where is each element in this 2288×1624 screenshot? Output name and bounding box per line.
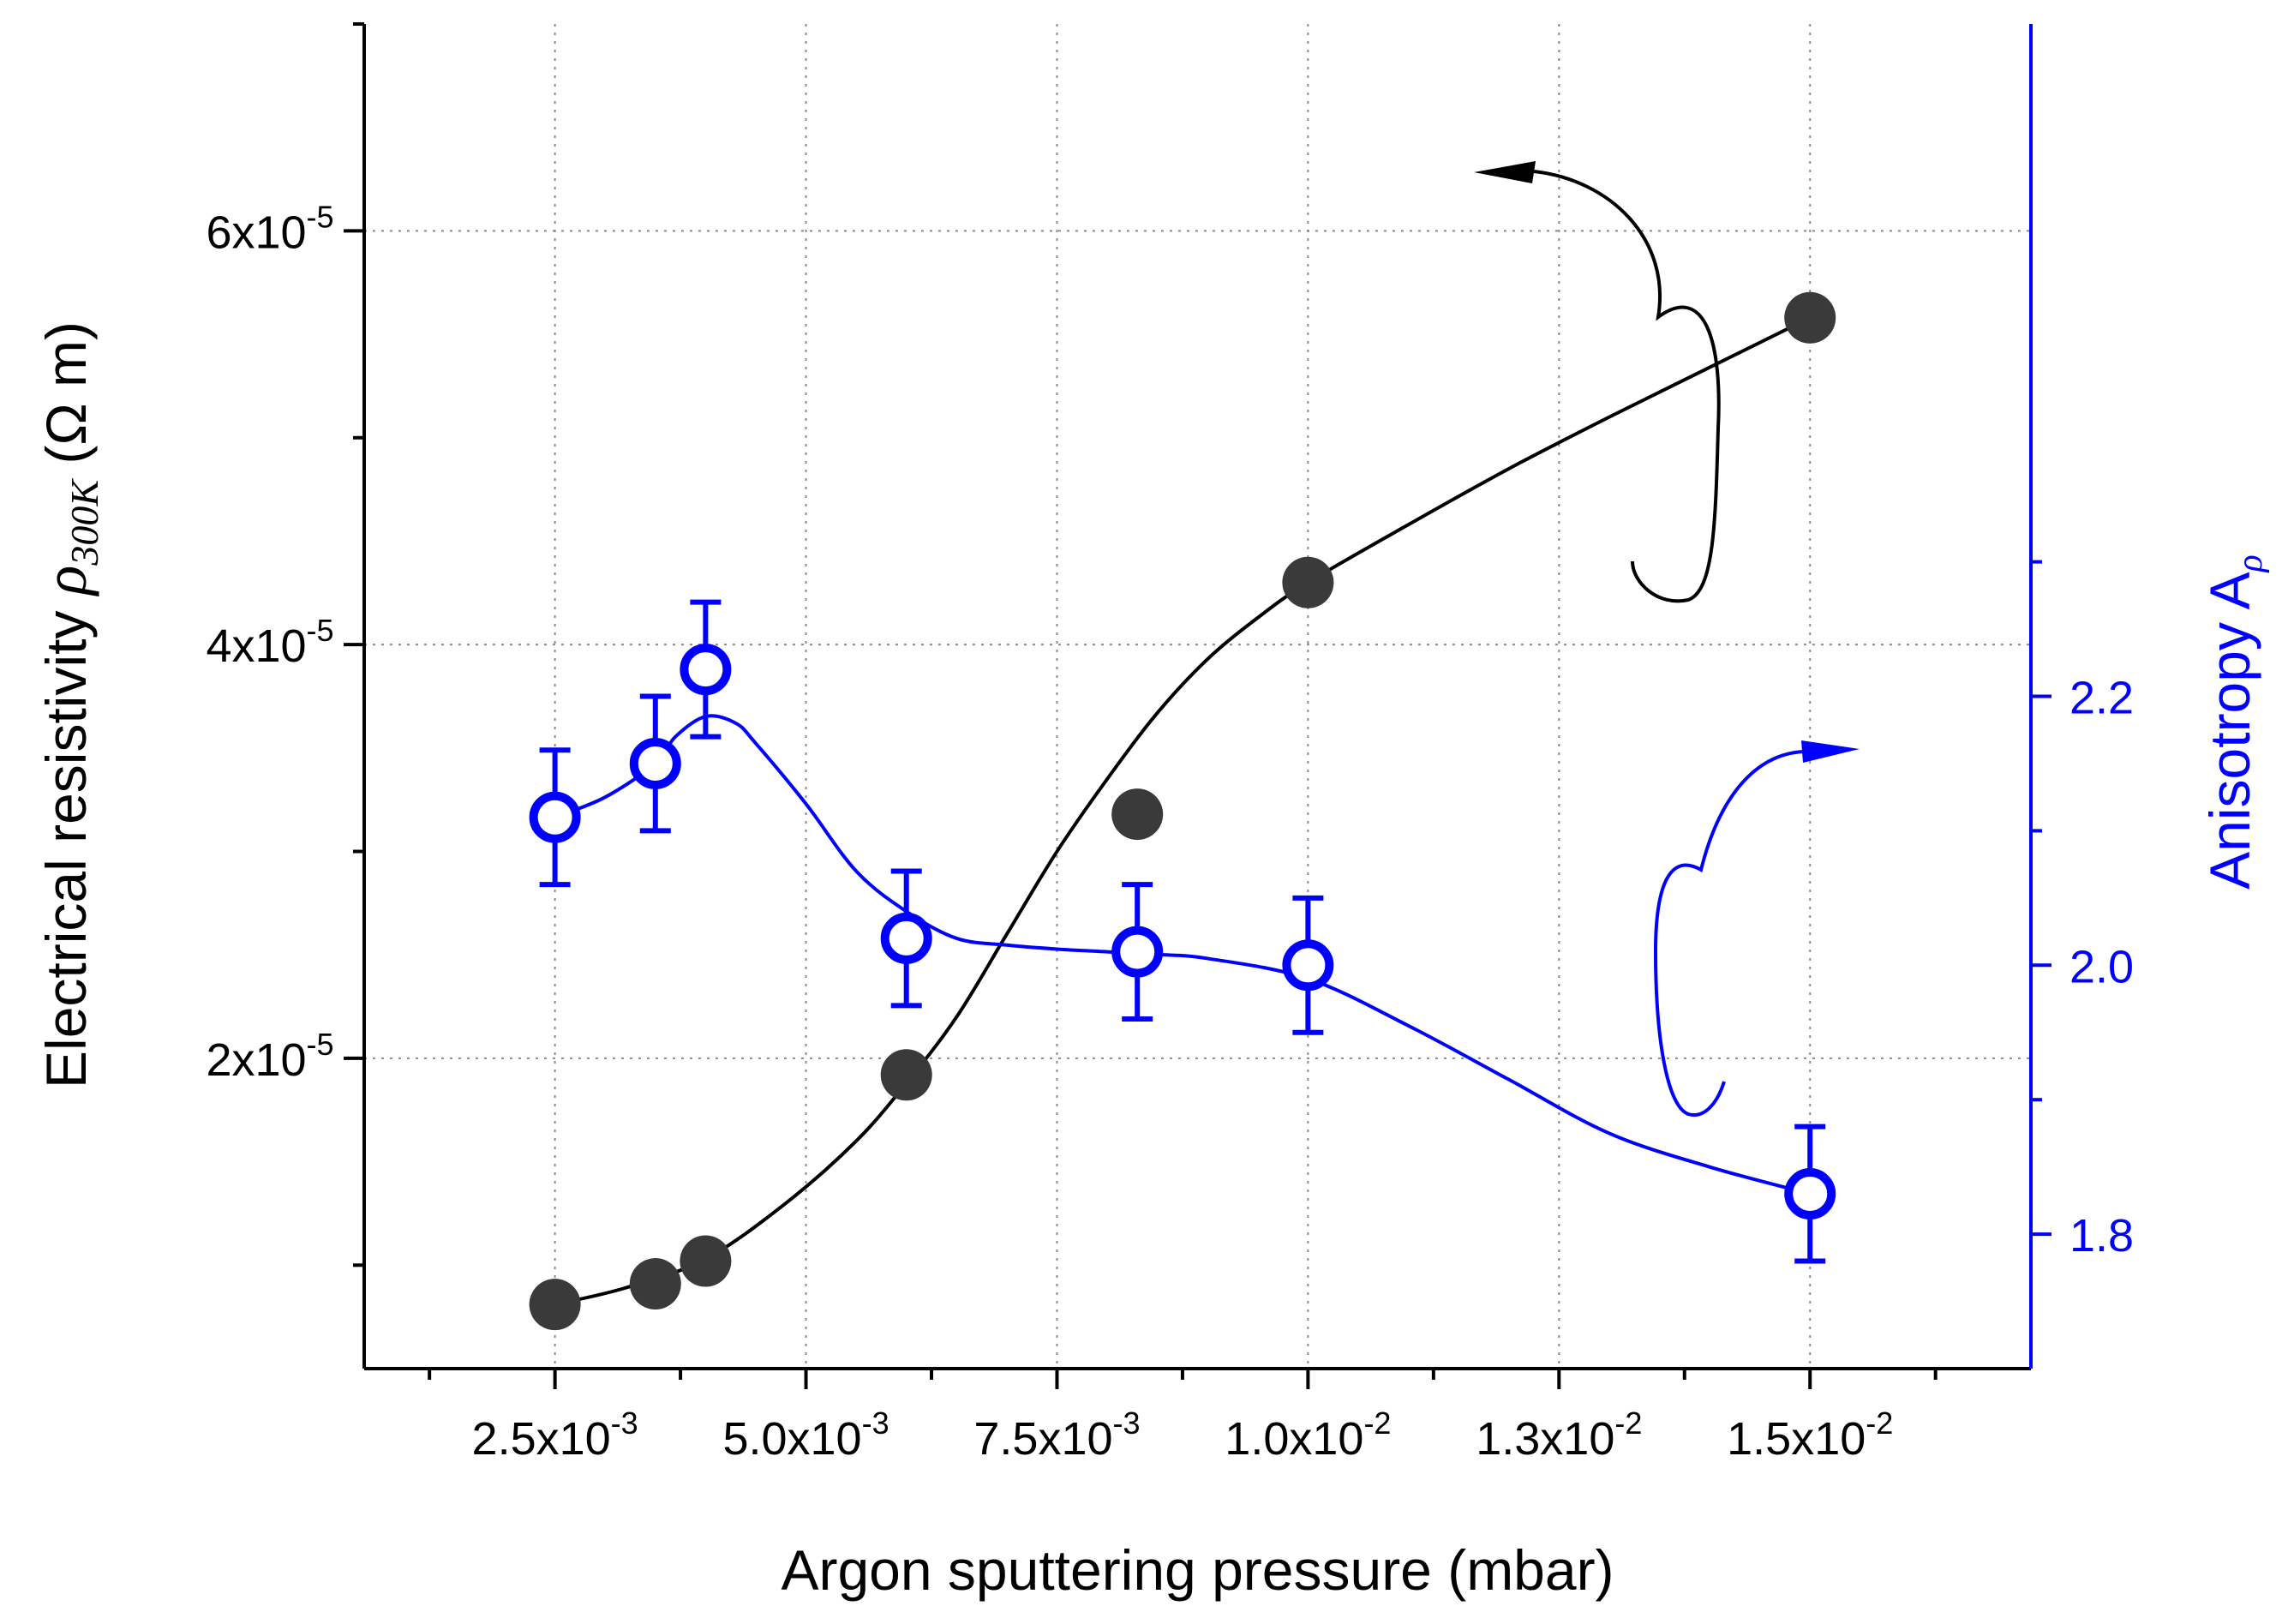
anisotropy-point <box>880 912 932 964</box>
x-axis-title: Argon sputtering pressure (mbar) <box>781 1538 1614 1602</box>
y-axis-right-title: Anisotropy Aρ <box>2198 554 2270 890</box>
right-axis-arrow-head <box>1801 740 1860 763</box>
error-bars <box>539 599 1826 1264</box>
resistivity-point <box>629 1258 681 1310</box>
anisotropy-point <box>529 791 581 843</box>
x-tick-exponent: -3 <box>862 1405 889 1441</box>
y-right-title-prefix: Anisotropy A <box>2198 572 2261 890</box>
y-left-tick-label: 4x10-5 <box>206 613 333 672</box>
x-tick-exponent: -2 <box>1363 1405 1391 1441</box>
resistivity-point <box>529 1279 581 1331</box>
y-left-title-unit: (Ω m) <box>34 321 98 480</box>
resistivity-point <box>1111 788 1164 841</box>
left-axis-arrow-head <box>1474 161 1536 183</box>
resistivity-point <box>680 1235 732 1287</box>
x-tick-exponent: -2 <box>1866 1405 1893 1441</box>
grid <box>364 24 2031 1369</box>
annotations <box>1474 161 1860 1118</box>
y-left-tick-exponent: -5 <box>307 199 334 234</box>
y-left-tick-mantissa: 2x10 <box>206 1034 306 1086</box>
y-left-title-prefix: Electrical resistivity <box>34 595 98 1088</box>
x-tick-exponent: -3 <box>1113 1405 1141 1441</box>
y-left-tick-label: 2x10-5 <box>206 1027 333 1086</box>
x-tick-mantissa: 5.0x10 <box>722 1413 861 1465</box>
y-right-tick-label: 1.8 <box>2069 1210 2134 1261</box>
x-tick-mantissa: 7.5x10 <box>973 1413 1112 1465</box>
fit-line-1 <box>554 714 1811 1196</box>
x-tick-exponent: -2 <box>1614 1405 1642 1441</box>
fit-lines <box>554 315 1812 1307</box>
y-right-tick-label: 2.0 <box>2069 941 2134 992</box>
y-right-title-subscript: ρ <box>2231 554 2270 573</box>
y-left-tick-mantissa: 6x10 <box>206 207 306 258</box>
x-tick-mantissa: 1.3x10 <box>1476 1413 1614 1465</box>
data-markers <box>529 291 1836 1331</box>
x-tick-exponent: -3 <box>611 1405 638 1441</box>
anisotropy-point <box>1111 926 1164 978</box>
y-left-tick-label: 6x10-5 <box>206 199 333 258</box>
axes: 2.5x10-3 5.0x10-3 7.5x10-3 1.0x10-2 1.3x10-2… <box>206 22 2134 1465</box>
fit-line-0 <box>554 315 1812 1307</box>
x-tick-mantissa: 1.0x10 <box>1225 1413 1363 1465</box>
x-tick-label: 7.5x10-3 <box>973 1405 1140 1465</box>
x-tick-label: 1.3x10-2 <box>1476 1405 1642 1465</box>
x-tick-mantissa: 1.5x10 <box>1727 1413 1866 1465</box>
x-tick-label: 5.0x10-3 <box>722 1405 889 1465</box>
resistivity-point <box>1784 291 1836 344</box>
resistivity-point <box>880 1049 932 1101</box>
x-tick-label: 1.5x10-2 <box>1727 1405 1893 1465</box>
x-tick-label: 2.5x10-3 <box>472 1405 638 1465</box>
y-left-tick-exponent: -5 <box>307 1027 334 1062</box>
anisotropy-point <box>680 644 732 696</box>
y-left-title-symbol: ρ <box>31 566 99 597</box>
anisotropy-point <box>629 737 681 789</box>
y-right-tick-label: 2.2 <box>2069 673 2134 724</box>
anisotropy-point <box>1282 939 1334 992</box>
y-left-title-subscript: 300K <box>63 478 106 566</box>
resistivity-point <box>1282 556 1334 608</box>
y-left-tick-exponent: -5 <box>307 613 334 648</box>
anisotropy-point <box>1784 1168 1836 1220</box>
right-axis-arrow-curve <box>1653 750 1805 1118</box>
x-tick-mantissa: 2.5x10 <box>472 1413 611 1465</box>
y-left-tick-mantissa: 4x10 <box>206 620 306 672</box>
x-tick-label: 1.0x10-2 <box>1225 1405 1391 1465</box>
y-axis-left-title: Electrical resistivity ρ300K (Ω m) <box>31 321 106 1088</box>
left-axis-arrow-curve <box>1533 170 1721 603</box>
